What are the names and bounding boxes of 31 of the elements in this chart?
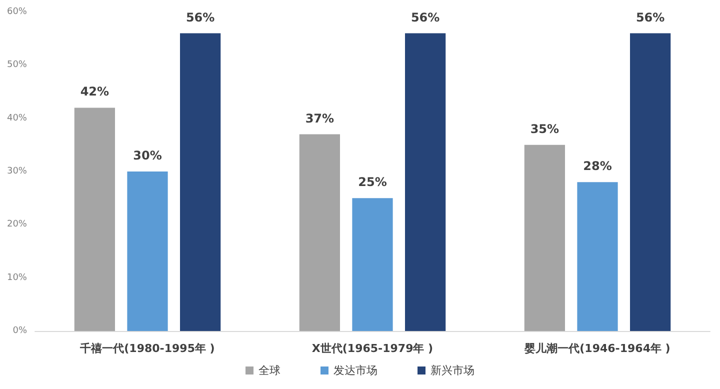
bar	[577, 182, 618, 331]
bar	[352, 198, 393, 331]
legend-label: 新兴市场	[430, 364, 474, 377]
data-label: 42%	[80, 84, 110, 99]
y-tick-label: 40%	[6, 113, 28, 124]
legend-label: 发达市场	[334, 364, 378, 377]
data-label: 28%	[583, 159, 612, 174]
bar	[299, 134, 340, 331]
x-tick-label: 千禧一代(1980-1995年 )	[79, 342, 215, 355]
bar	[630, 33, 671, 331]
y-tick-label: 20%	[6, 220, 28, 230]
data-label: 30%	[133, 148, 162, 162]
y-tick-label: 10%	[6, 272, 28, 283]
bar	[524, 144, 565, 331]
y-tick-label: 30%	[6, 166, 28, 176]
data-label: 37%	[305, 111, 334, 126]
x-tick-label: 婴儿潮一代(1946-1964年 )	[524, 342, 670, 355]
data-label: 25%	[358, 175, 387, 190]
x-tick-label: X世代(1965-1979年 )	[312, 342, 434, 355]
bar	[405, 33, 446, 331]
legend-label: 全球	[258, 364, 280, 377]
data-label: 56%	[410, 10, 440, 24]
y-tick-label: 50%	[6, 60, 28, 70]
y-tick-label: 60%	[6, 7, 28, 17]
bar	[127, 172, 168, 331]
data-label: 35%	[530, 122, 560, 136]
bar	[74, 108, 115, 331]
data-label: 56%	[186, 10, 215, 24]
bar	[180, 33, 221, 331]
y-tick-label: 0%	[12, 326, 28, 336]
data-label: 56%	[636, 10, 665, 24]
